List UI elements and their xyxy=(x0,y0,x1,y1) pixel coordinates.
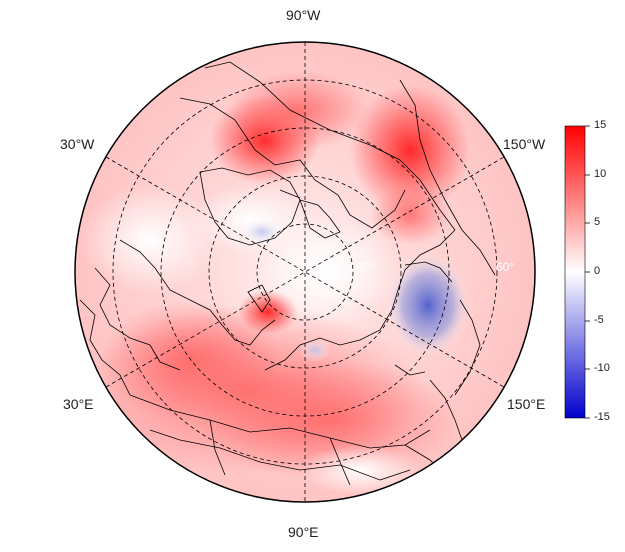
lat-label-left: 60° xyxy=(356,260,375,274)
colorbar-tick-label: 15 xyxy=(594,119,607,131)
label-30e: 30°E xyxy=(63,396,94,412)
graticule xyxy=(105,42,505,502)
colorbar-tick-label: -10 xyxy=(594,362,610,374)
lat-label-right: 60° xyxy=(496,260,515,274)
label-90e: 90°E xyxy=(288,524,319,540)
colorbar-ticks xyxy=(585,125,590,419)
colorbar xyxy=(564,125,586,419)
label-90w: 90°W xyxy=(286,7,321,23)
anomaly-field xyxy=(75,42,535,502)
colorbar-tick-label: -5 xyxy=(594,314,604,326)
colorbar-tick-label: 5 xyxy=(594,216,601,228)
map-border xyxy=(74,41,536,503)
colorbar-tick-label: 0 xyxy=(594,265,601,277)
coastlines xyxy=(79,61,496,486)
colorbar-tick-label: -15 xyxy=(594,411,610,423)
label-30w: 30°W xyxy=(60,136,95,152)
label-150e: 150°E xyxy=(507,396,546,412)
colorbar-tick-label: 10 xyxy=(594,168,607,180)
label-150w: 150°W xyxy=(503,136,546,152)
